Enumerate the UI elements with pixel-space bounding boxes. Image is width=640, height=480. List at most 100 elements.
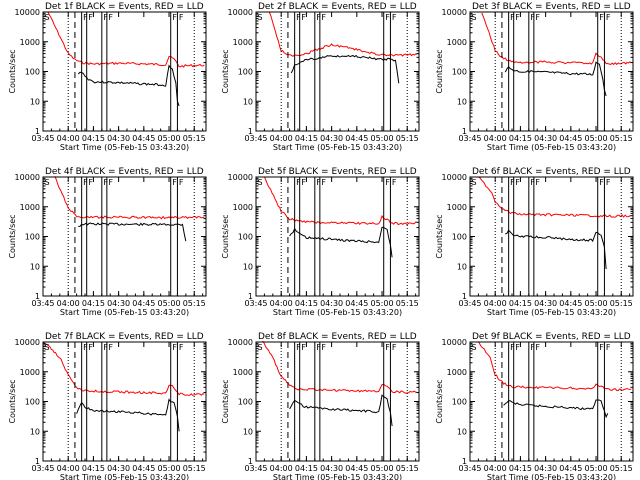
marker-label: F: [515, 13, 520, 22]
chart-title: Det 1f BLACK = Events, RED = LLD: [45, 2, 204, 12]
x-tick-label: 03:45: [244, 134, 267, 143]
y-axis-label: Counts/sec: [435, 49, 444, 93]
events-series-line: [504, 61, 607, 97]
x-tick-label: 04:30: [320, 299, 343, 308]
y-tick-label: 1000: [233, 368, 253, 377]
x-tick-label: 04:45: [559, 299, 582, 308]
title-background: [468, 330, 635, 341]
marker-label: F: [599, 343, 604, 352]
x-axis-label: Start Time (05-Feb-15 03:43:20): [60, 143, 189, 152]
y-tick-label: 10: [457, 427, 467, 436]
marker-label: F: [296, 13, 301, 22]
x-axis-label: Start Time (05-Feb-15 03:43:20): [273, 308, 402, 317]
marker-label: F: [296, 178, 301, 187]
y-tick-label: 10: [243, 262, 253, 271]
marker-label: S: [258, 178, 263, 187]
marker-label: F: [606, 343, 611, 352]
marker-label: F: [606, 178, 611, 187]
x-tick-label: 05:00: [584, 299, 607, 308]
plot-frame: [469, 11, 634, 132]
events-series-line: [290, 54, 400, 84]
y-axis-label: Counts/sec: [221, 49, 230, 93]
y-tick-label: 1000: [447, 203, 467, 212]
y-tick-label: 10000: [442, 8, 467, 17]
x-tick-label: 05:00: [157, 134, 180, 143]
y-tick-label: 100: [25, 398, 40, 407]
y-tick-label: 10: [457, 97, 467, 106]
events-series-line: [78, 222, 187, 242]
x-tick-label: 04:00: [270, 464, 293, 473]
marker-label: F: [530, 13, 535, 22]
marker-label: F: [515, 178, 520, 187]
x-tick-label: 03:45: [458, 299, 481, 308]
y-axis-label: Counts/sec: [435, 379, 444, 423]
x-tick-label: 04:00: [484, 134, 507, 143]
marker-label: F: [88, 178, 93, 187]
y-tick-label: 100: [452, 233, 467, 242]
title-background: [254, 0, 421, 11]
marker-label: F: [172, 343, 177, 352]
x-tick-label: 04:15: [509, 464, 532, 473]
x-axis-label: Start Time (05-Feb-15 03:43:20): [273, 143, 402, 152]
x-tick-label: 04:45: [345, 299, 368, 308]
x-tick-label: 05:00: [370, 464, 393, 473]
marker-label: F: [103, 178, 108, 187]
x-axis-label: Start Time (05-Feb-15 03:43:20): [60, 473, 189, 480]
y-axis-label: Counts/sec: [8, 379, 17, 423]
plot-frame: [469, 341, 634, 462]
x-tick-label: 05:15: [610, 299, 633, 308]
marker-label: F: [172, 178, 177, 187]
x-tick-label: 03:45: [31, 134, 54, 143]
lld-series-line: [263, 176, 418, 226]
marker-label: F: [103, 13, 108, 22]
y-tick-label: 100: [238, 68, 253, 77]
events-series-line: [77, 64, 180, 107]
y-axis-label: Counts/sec: [221, 379, 230, 423]
marker-label: F: [530, 178, 535, 187]
y-tick-label: 1: [462, 127, 467, 136]
chart-title: Det 5f BLACK = Events, RED = LLD: [258, 167, 417, 177]
x-tick-label: 05:15: [396, 464, 419, 473]
x-tick-label: 05:15: [396, 299, 419, 308]
x-tick-label: 04:45: [132, 299, 155, 308]
x-tick-label: 03:45: [244, 299, 267, 308]
marker-label: F: [88, 13, 93, 22]
marker-label: F: [321, 13, 326, 22]
marker-label: F: [108, 343, 113, 352]
x-axis-label: Start Time (05-Feb-15 03:43:20): [487, 473, 616, 480]
y-tick-label: 1: [248, 292, 253, 301]
y-tick-label: 10000: [15, 8, 40, 17]
chart-title: Det 2f BLACK = Events, RED = LLD: [258, 2, 417, 12]
lld-series-line: [477, 341, 632, 392]
marker-label: F: [535, 343, 540, 352]
events-series-line: [505, 229, 607, 270]
y-tick-label: 100: [452, 68, 467, 77]
x-tick-label: 04:45: [132, 464, 155, 473]
y-tick-label: 1000: [447, 38, 467, 47]
marker-label: F: [392, 178, 397, 187]
y-tick-label: 10: [243, 97, 253, 106]
marker-label: F: [108, 13, 113, 22]
x-tick-label: 04:00: [484, 299, 507, 308]
marker-label: F: [83, 343, 88, 352]
lld-series-line: [481, 12, 632, 66]
x-axis-label: Start Time (05-Feb-15 03:43:20): [487, 143, 616, 152]
marker-label: F: [296, 343, 301, 352]
plot-frame: [42, 341, 207, 462]
marker-label: F: [83, 178, 88, 187]
marker-label: F: [535, 13, 540, 22]
marker-label: F: [385, 13, 390, 22]
marker-label: F: [88, 343, 93, 352]
marker-label: F: [301, 178, 306, 187]
y-tick-label: 1000: [20, 38, 40, 47]
y-tick-label: 1000: [447, 368, 467, 377]
y-tick-label: 100: [238, 398, 253, 407]
x-tick-label: 05:00: [584, 134, 607, 143]
marker-label: F: [385, 343, 390, 352]
x-tick-label: 04:15: [82, 134, 105, 143]
x-tick-label: 04:15: [509, 299, 532, 308]
marker-label: F: [179, 13, 184, 22]
x-tick-label: 04:00: [57, 299, 80, 308]
